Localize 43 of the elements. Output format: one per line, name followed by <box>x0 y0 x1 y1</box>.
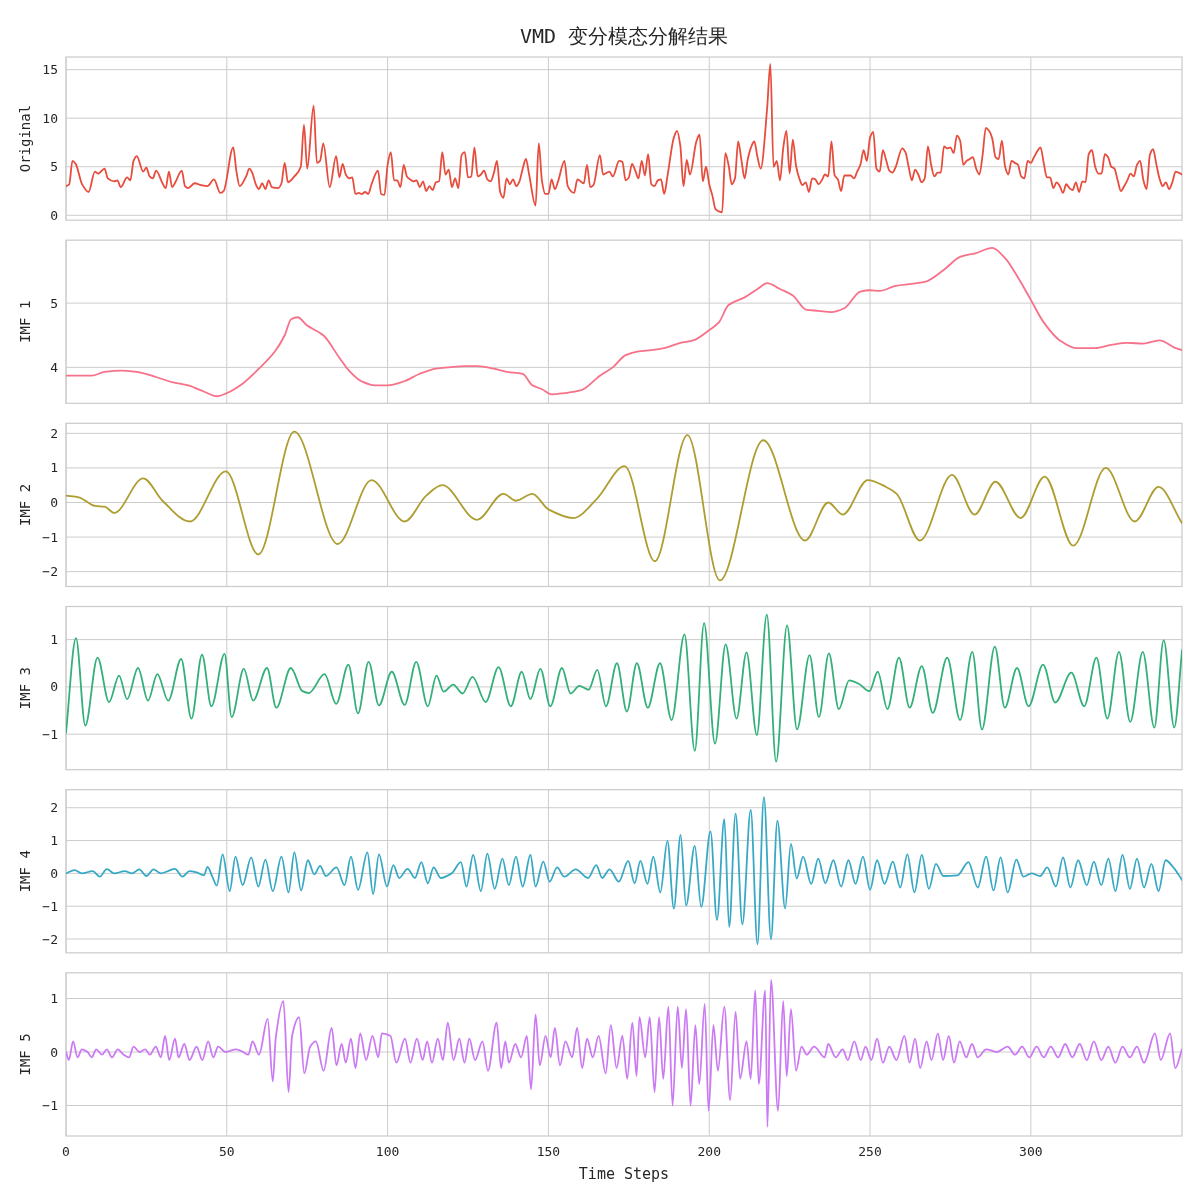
line-series <box>66 430 1182 582</box>
y-axis-title: Original <box>17 104 33 173</box>
y-tick-label: 1 <box>50 460 58 476</box>
y-tick-label: 0 <box>50 495 58 510</box>
y-axis-title: IMF 2 <box>17 483 33 526</box>
y-tick-label: 4 <box>50 359 59 375</box>
y-tick-label: 0 <box>50 679 58 695</box>
x-tick-label: 200 <box>697 1144 721 1159</box>
y-tick-label: −1 <box>42 726 58 742</box>
y-tick-label: 1 <box>50 833 58 849</box>
x-tick-label: 150 <box>536 1144 561 1159</box>
x-tick-label: 100 <box>375 1144 400 1159</box>
line-series <box>66 246 1182 398</box>
y-tick-label: −2 <box>42 564 58 580</box>
y-tick-label: −1 <box>42 529 58 545</box>
y-tick-label: −2 <box>42 931 58 947</box>
y-tick-label: 0 <box>50 1044 58 1060</box>
x-tick-label: 50 <box>218 1144 235 1159</box>
y-tick-label: −1 <box>42 898 58 914</box>
y-tick-label: 15 <box>42 62 58 78</box>
y-tick-label: 2 <box>50 425 58 441</box>
y-tick-label: 1 <box>50 991 58 1007</box>
chart-title: VMD 变分模态分解结果 <box>519 24 729 48</box>
x-tick-label: 0 <box>62 1144 70 1159</box>
y-axis-title: IMF 5 <box>17 1033 33 1076</box>
y-tick-label: 2 <box>50 800 58 816</box>
y-tick-label: 5 <box>50 159 58 175</box>
y-axis-title: IMF 1 <box>17 300 33 343</box>
line-series <box>66 613 1182 763</box>
line-series <box>66 796 1182 946</box>
y-tick-label: 0 <box>50 865 58 881</box>
x-axis-title: Time Steps <box>578 1165 670 1183</box>
y-axis-title: IMF 4 <box>17 850 33 893</box>
x-tick-label: 250 <box>858 1144 882 1159</box>
y-tick-label: −1 <box>42 1098 58 1114</box>
line-series <box>66 978 1182 1128</box>
y-tick-label: 0 <box>50 207 58 223</box>
y-axis-title: IMF 3 <box>17 667 33 710</box>
x-tick-label: 300 <box>1019 1144 1043 1159</box>
y-tick-label: 5 <box>50 295 58 311</box>
y-tick-label: 10 <box>42 110 58 126</box>
line-series <box>66 62 1182 214</box>
y-tick-label: 1 <box>50 632 58 648</box>
